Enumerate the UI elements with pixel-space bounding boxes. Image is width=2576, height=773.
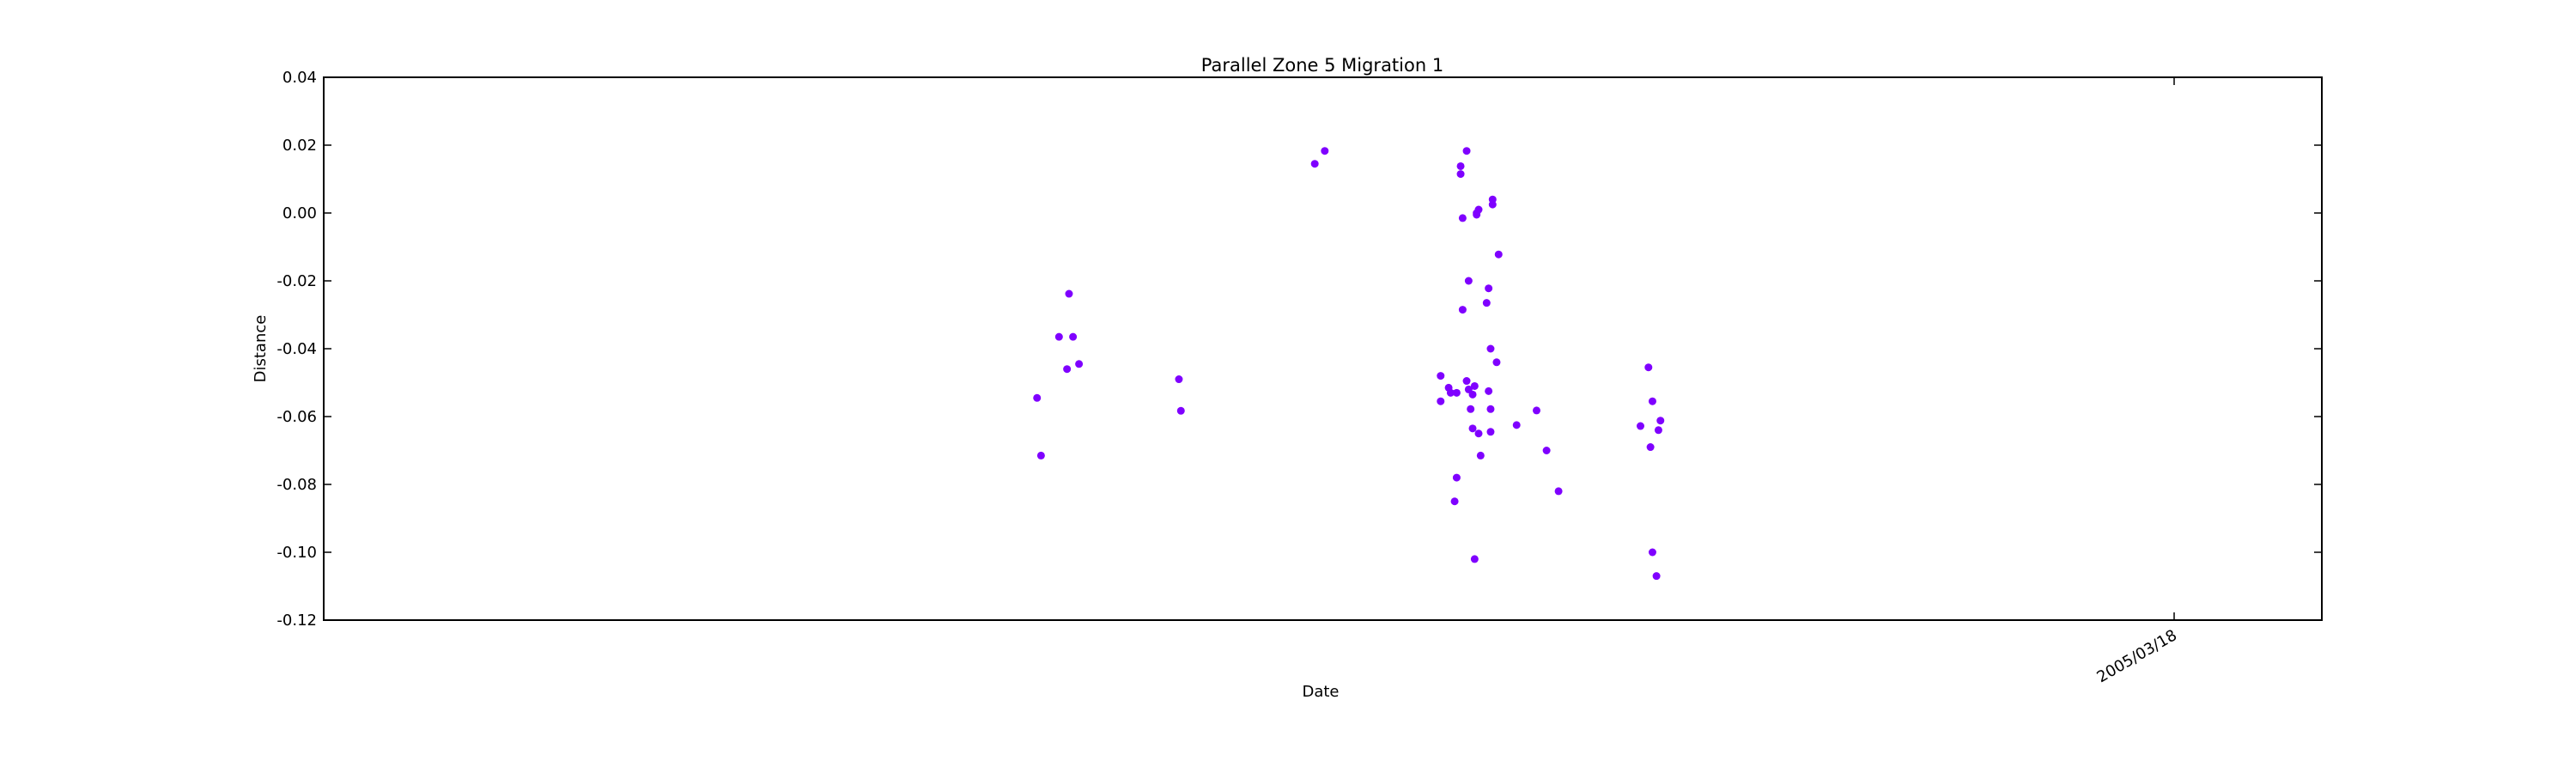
data-point bbox=[1467, 405, 1475, 413]
data-point bbox=[1033, 393, 1042, 402]
data-point bbox=[1474, 205, 1483, 214]
chart-title: Parallel Zone 5 Migration 1 bbox=[1201, 55, 1443, 76]
x-tick-label: 2005/03/18 bbox=[2094, 626, 2180, 686]
data-point bbox=[1175, 375, 1183, 384]
y-axis-label: Distance bbox=[252, 315, 270, 383]
data-point bbox=[1532, 406, 1540, 415]
data-point bbox=[1474, 429, 1483, 438]
data-point bbox=[1069, 332, 1078, 341]
data-point bbox=[1176, 406, 1185, 415]
data-point bbox=[1470, 555, 1479, 563]
data-point bbox=[1054, 332, 1063, 341]
data-point bbox=[1554, 487, 1563, 496]
plot-area bbox=[323, 76, 2323, 621]
data-point bbox=[1075, 360, 1084, 368]
data-points bbox=[1033, 147, 1665, 581]
data-point bbox=[1452, 388, 1461, 397]
data-point bbox=[1512, 421, 1521, 429]
data-point bbox=[1488, 200, 1497, 209]
y-tick-label: 0.04 bbox=[283, 69, 317, 87]
data-point bbox=[1063, 365, 1072, 374]
data-point bbox=[1485, 284, 1493, 293]
data-point bbox=[1462, 147, 1471, 155]
y-axis: 0.04 0.02 0.00 -0.02 -0.04 -0.06 -0.08 -0.10 -0.… bbox=[276, 69, 2322, 630]
data-point bbox=[1450, 497, 1459, 506]
data-point bbox=[1482, 299, 1491, 307]
data-point bbox=[1656, 417, 1665, 425]
data-point bbox=[1310, 160, 1319, 168]
y-tick-label: 0.00 bbox=[283, 204, 317, 222]
y-tick-label: -0.02 bbox=[276, 272, 317, 290]
data-point bbox=[1036, 451, 1045, 460]
data-point bbox=[1456, 170, 1465, 179]
y-tick-label: 0.02 bbox=[283, 137, 317, 155]
data-point bbox=[1648, 548, 1656, 557]
y-tick-label: -0.06 bbox=[276, 408, 317, 426]
data-point bbox=[1437, 372, 1445, 380]
data-point bbox=[1458, 214, 1467, 222]
data-point bbox=[1470, 381, 1479, 390]
x-axis-label: Date bbox=[1302, 683, 1339, 701]
y-tick-label: -0.04 bbox=[276, 340, 317, 358]
data-point bbox=[1468, 424, 1477, 433]
data-point bbox=[1652, 572, 1661, 581]
data-point bbox=[1492, 358, 1501, 367]
data-point bbox=[1646, 443, 1655, 452]
data-point bbox=[1486, 405, 1495, 413]
data-point bbox=[1485, 386, 1493, 395]
data-point bbox=[1468, 390, 1477, 399]
data-point bbox=[1542, 447, 1551, 454]
data-point bbox=[1654, 426, 1662, 435]
data-point bbox=[1446, 388, 1455, 397]
data-point bbox=[1486, 428, 1495, 436]
y-tick-label: -0.08 bbox=[276, 476, 317, 494]
data-point bbox=[1494, 250, 1503, 259]
data-point bbox=[1321, 147, 1329, 155]
data-point bbox=[1065, 289, 1073, 298]
data-point bbox=[1437, 397, 1445, 405]
data-point bbox=[1462, 377, 1471, 386]
data-point bbox=[1648, 397, 1656, 405]
y-tick-label: -0.10 bbox=[276, 544, 317, 562]
data-point bbox=[1644, 363, 1653, 372]
data-point bbox=[1458, 306, 1467, 314]
data-point bbox=[1636, 422, 1644, 430]
y-tick-label: -0.12 bbox=[276, 612, 317, 630]
data-point bbox=[1486, 344, 1495, 353]
data-point bbox=[1452, 473, 1461, 482]
data-point bbox=[1476, 451, 1485, 460]
data-point bbox=[1464, 277, 1473, 285]
data-point bbox=[1456, 161, 1465, 170]
